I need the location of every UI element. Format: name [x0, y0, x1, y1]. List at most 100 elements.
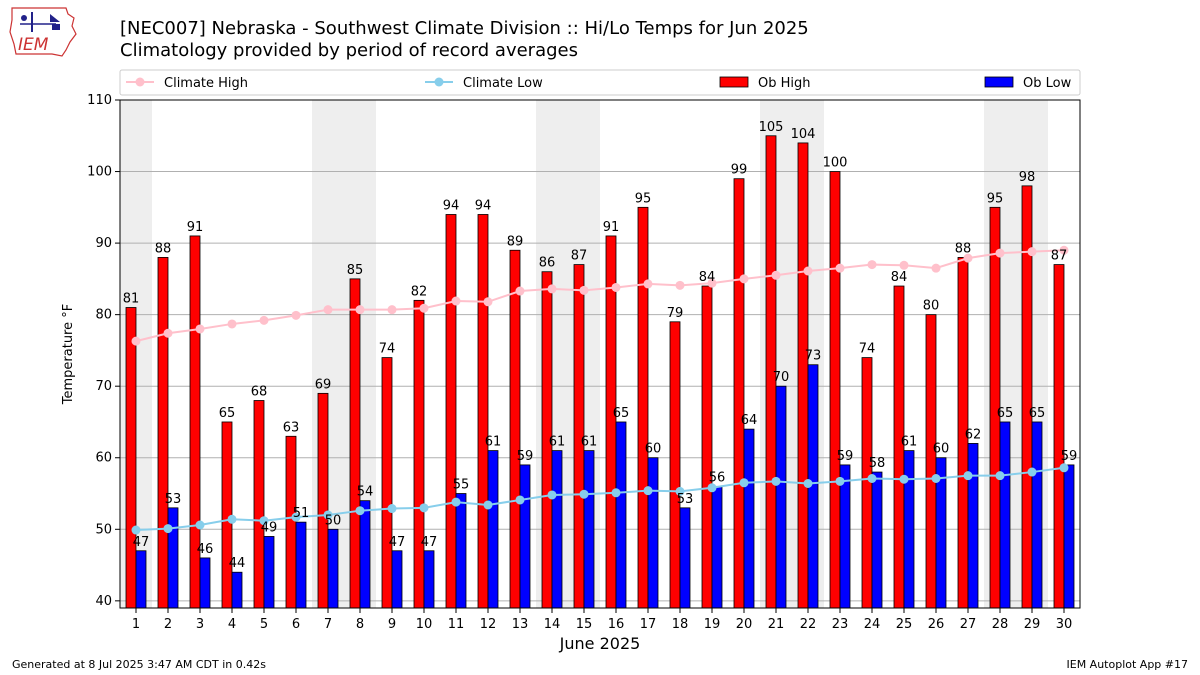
- iem-logo: IEM: [9, 7, 77, 57]
- x-tick-label: 1: [132, 617, 140, 632]
- x-tick-label: 4: [228, 617, 236, 632]
- climate-low-point: [291, 512, 301, 522]
- ob-low-bar: [679, 507, 691, 609]
- ob-low-bar: [295, 521, 307, 609]
- climate-high-point: [675, 280, 685, 290]
- ob-low-bar: [327, 528, 339, 609]
- ob-low-bar: [359, 500, 371, 609]
- ob-low-label: 61: [485, 435, 502, 450]
- ob-low-bar: [999, 421, 1011, 609]
- ob-low-label: 47: [421, 535, 438, 550]
- ob-high-bar: [701, 285, 713, 609]
- ob-high-label: 69: [315, 377, 332, 392]
- ob-high-label: 81: [123, 291, 140, 306]
- ob-high-label: 91: [187, 220, 204, 235]
- climate-high-point: [131, 336, 141, 346]
- ob-low-bar: [583, 450, 595, 609]
- ob-low-label: 58: [869, 456, 886, 471]
- climate-high-point: [739, 274, 749, 284]
- climate-high-point: [995, 248, 1005, 258]
- climate-high-point: [323, 305, 333, 315]
- ob-high-bar: [925, 314, 937, 609]
- ob-high-bar: [1053, 264, 1065, 609]
- climate-high-point: [483, 297, 493, 307]
- chart-title: [NEC007] Nebraska - Southwest Climate Di…: [120, 18, 809, 39]
- ob-high-bar: [253, 400, 265, 609]
- y-tick-label: 40: [95, 594, 112, 609]
- x-tick-label: 13: [512, 617, 529, 632]
- ob-low-bar: [743, 428, 755, 609]
- ob-high-label: 99: [731, 163, 748, 178]
- x-tick-label: 12: [480, 617, 497, 632]
- ob-low-bar: [551, 450, 563, 609]
- ob-high-bar: [605, 235, 617, 609]
- climate-low-point: [931, 473, 941, 483]
- ob-low-label: 62: [965, 427, 982, 442]
- ob-low-label: 50: [325, 513, 342, 528]
- ob-high-bar: [509, 249, 521, 609]
- ob-high-label: 86: [539, 256, 556, 271]
- ob-high-bar: [413, 299, 425, 609]
- ob-low-label: 65: [997, 406, 1014, 421]
- ob-high-bar: [285, 435, 297, 609]
- ob-low-label: 47: [389, 535, 406, 550]
- climate-high-point: [867, 260, 877, 270]
- climate-low-point: [707, 483, 717, 493]
- x-tick-label: 10: [416, 617, 433, 632]
- x-tick-label: 17: [640, 617, 657, 632]
- legend-ob-low-swatch: [984, 76, 1014, 88]
- climate-low-point: [899, 474, 909, 484]
- climate-low-point: [643, 486, 653, 496]
- climate-low-point: [963, 471, 973, 481]
- ob-high-label: 74: [859, 342, 876, 357]
- climate-high-point: [227, 319, 237, 329]
- ob-low-bar: [1063, 464, 1075, 609]
- climate-low-point: [835, 476, 845, 486]
- ob-low-label: 59: [517, 449, 534, 464]
- legend-climate-high-label: Climate High: [164, 76, 248, 91]
- legend-ob-low-label: Ob Low: [1023, 76, 1072, 91]
- ob-low-label: 61: [901, 435, 918, 450]
- ob-low-label: 59: [837, 449, 854, 464]
- x-tick-label: 21: [768, 617, 785, 632]
- ob-high-bar: [477, 214, 489, 609]
- ob-high-label: 63: [283, 420, 300, 435]
- climate-low-point: [163, 524, 173, 534]
- ob-low-bar: [903, 450, 915, 609]
- climate-high-line: [135, 249, 1065, 343]
- x-tick-label: 29: [1024, 617, 1041, 632]
- ob-high-label: 94: [475, 198, 492, 213]
- legend-ob-high-label: Ob High: [758, 76, 811, 91]
- ob-high-label: 87: [571, 249, 588, 264]
- ob-high-label: 95: [987, 191, 1004, 206]
- climate-low-point: [1059, 463, 1069, 473]
- ob-high-bar: [797, 142, 809, 609]
- x-tick-label: 25: [896, 617, 913, 632]
- x-tick-label: 6: [292, 617, 300, 632]
- x-tick-label: 5: [260, 617, 268, 632]
- ob-high-label: 85: [347, 263, 364, 278]
- climate-high-point: [259, 315, 269, 325]
- y-tick-label: 110: [87, 93, 112, 108]
- y-axis-label: Temperature °F: [61, 304, 76, 405]
- app-id: IEM Autoplot App #17: [1066, 658, 1189, 671]
- ob-high-label: 88: [955, 241, 972, 256]
- ob-low-label: 65: [1029, 406, 1046, 421]
- climate-high-point: [419, 303, 429, 313]
- climate-low-point: [483, 500, 493, 510]
- climate-low-point: [323, 510, 333, 520]
- ob-low-bar: [199, 557, 211, 609]
- y-tick-label: 60: [95, 451, 112, 466]
- ob-low-label: 70: [773, 370, 790, 385]
- climate-low-point: [355, 506, 365, 516]
- ob-low-bar: [615, 421, 627, 609]
- x-tick-label: 26: [928, 617, 945, 632]
- weather-station-icon: [20, 12, 60, 32]
- ob-high-bar: [445, 214, 457, 609]
- climate-high-point: [451, 296, 461, 306]
- climate-high-point: [291, 310, 301, 320]
- ob-low-bar: [135, 550, 147, 609]
- climate-low-point: [515, 495, 525, 505]
- ob-low-label: 51: [293, 506, 310, 521]
- ob-high-bar: [733, 178, 745, 609]
